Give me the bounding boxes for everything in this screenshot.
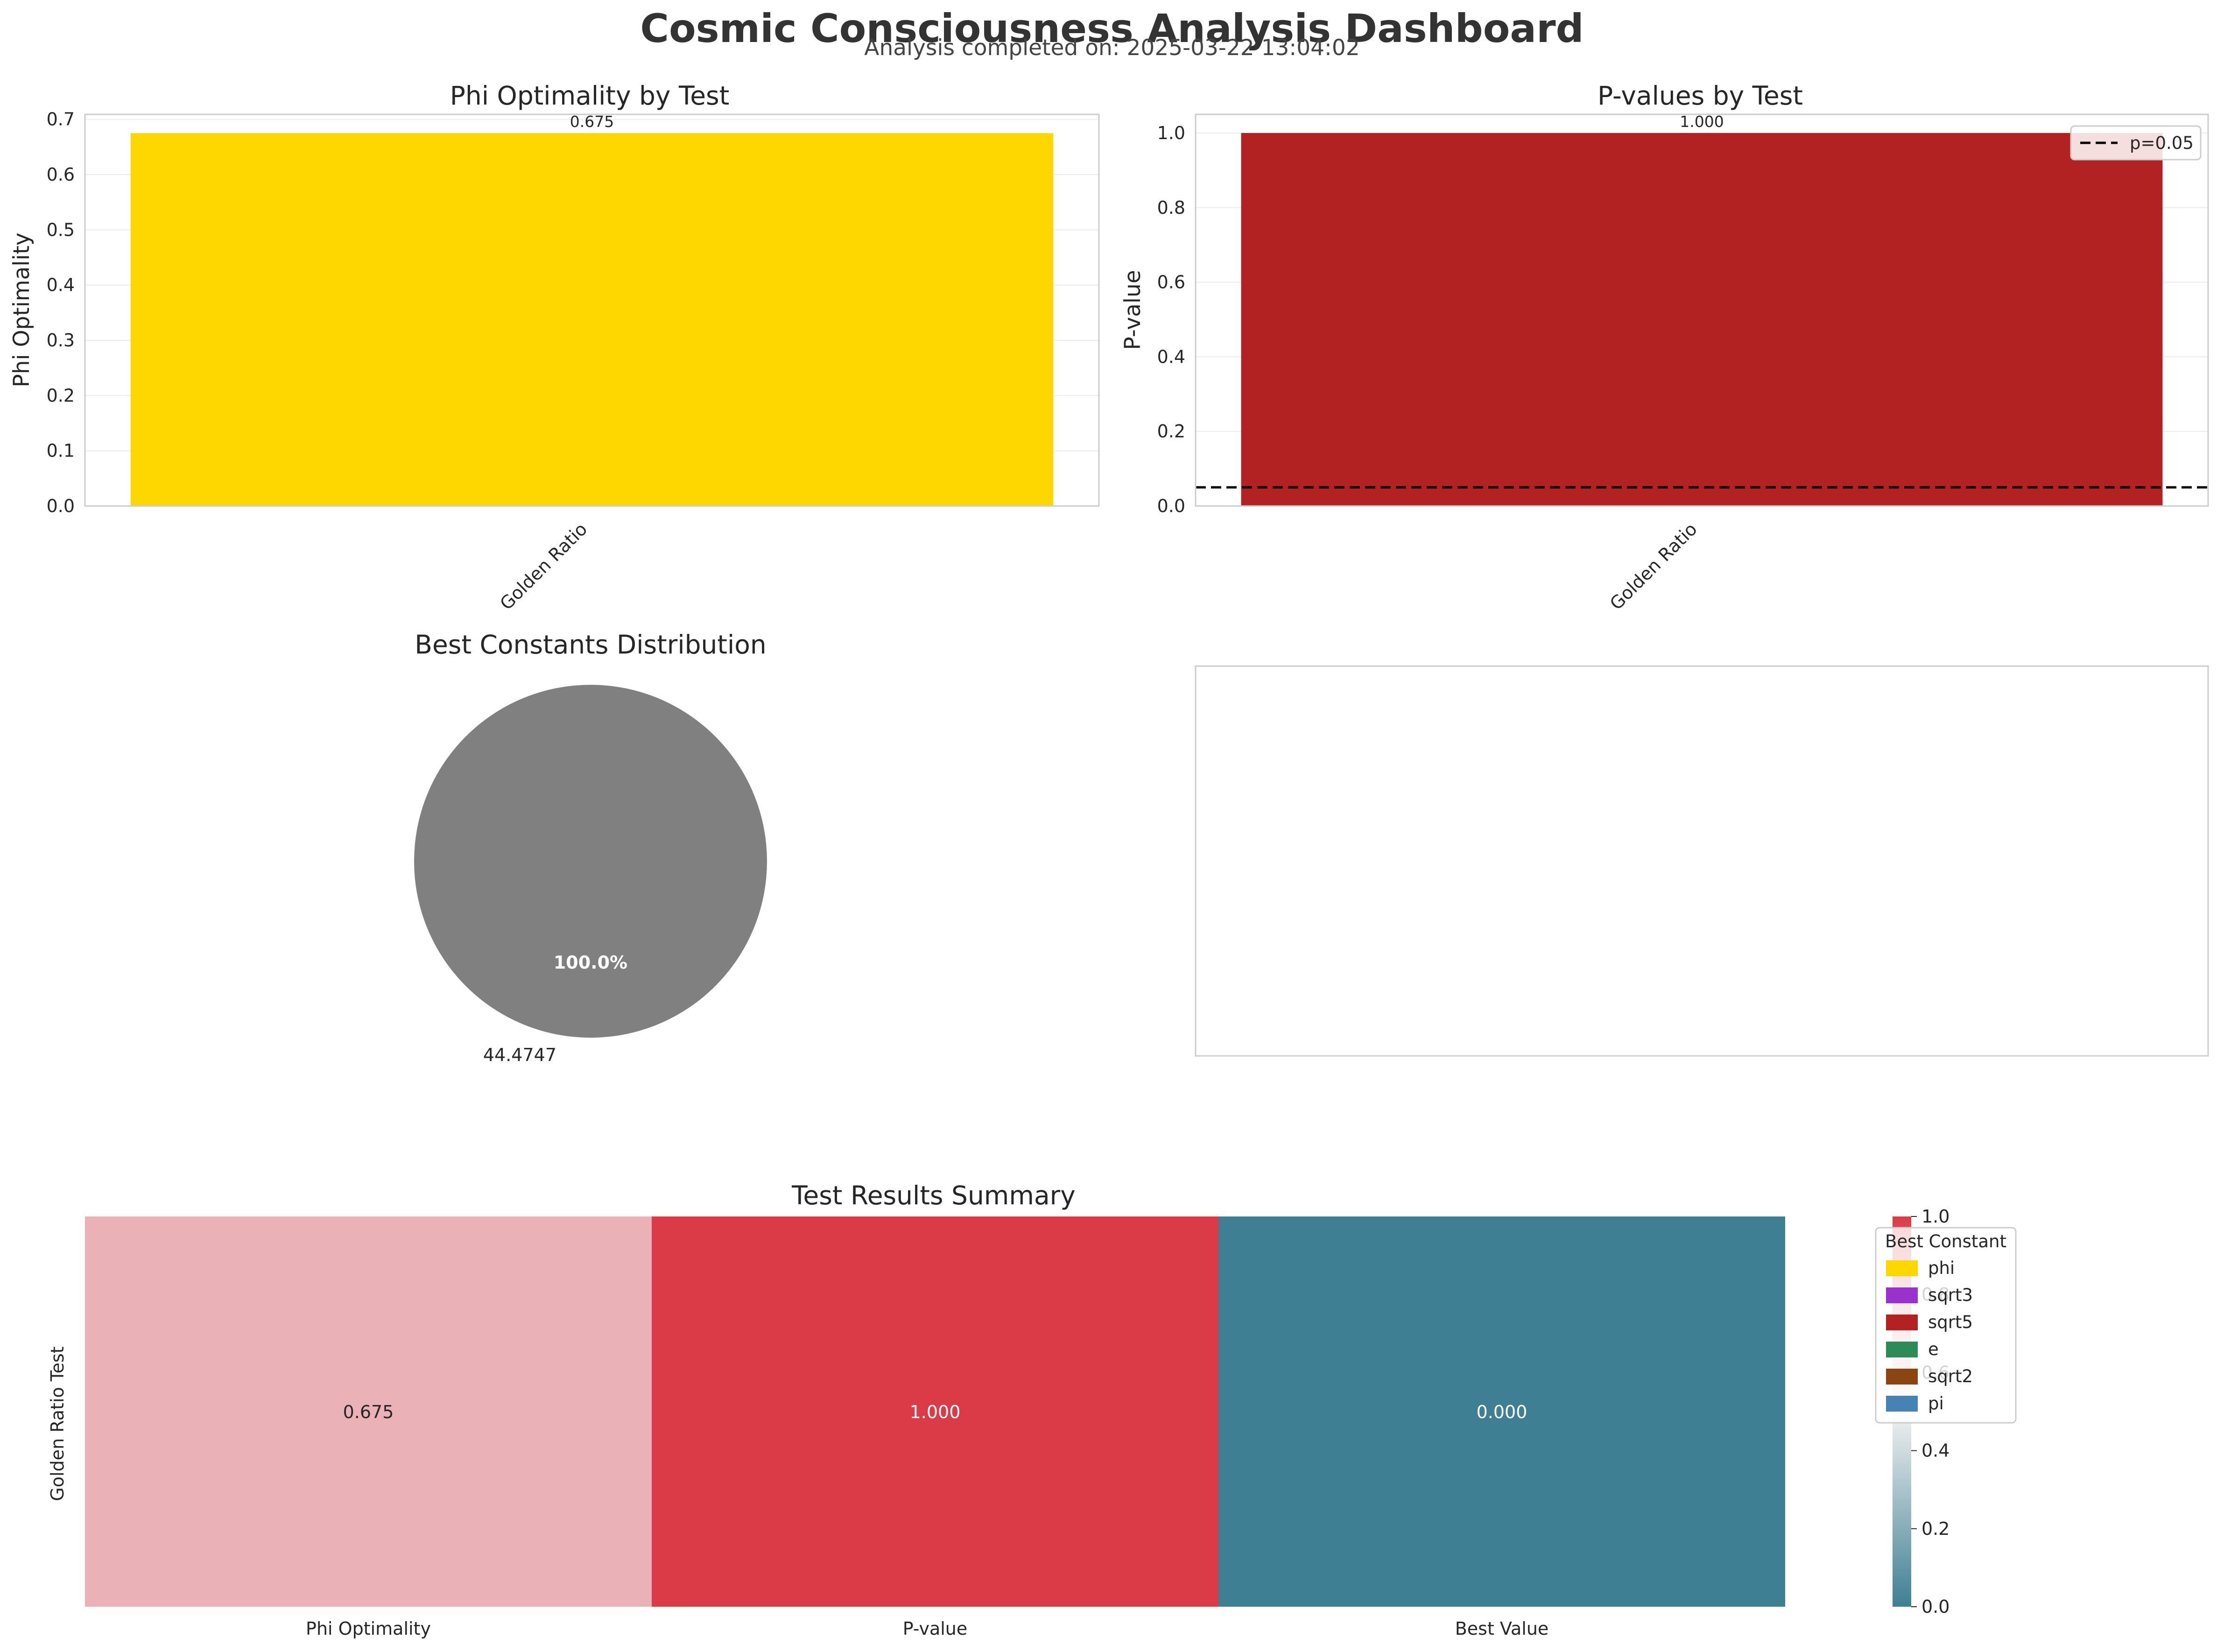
legend-entry-label: sqrt2 [1928, 1366, 1973, 1386]
phi-x-tick-label: Golden Ratio [496, 519, 591, 614]
pvalues-bar [1241, 133, 2163, 506]
best-constants-chart: Best Constants Distribution 100.0% 44.474… [414, 630, 767, 1065]
phi-y-tick-label: 0.4 [47, 275, 75, 295]
phi-y-axis-label: Phi Optimality [9, 232, 35, 387]
phi-y-tick-label: 0.7 [47, 109, 75, 130]
pvalues-y-tick-label: 0.4 [1157, 346, 1185, 367]
phi-y-tick-label: 0.0 [47, 496, 75, 516]
heatmap-column-label: Phi Optimality [306, 1618, 431, 1639]
pvalues-y-tick-label: 0.2 [1157, 421, 1185, 442]
legend-entry-label: e [1928, 1339, 1939, 1359]
phi-y-tick-label: 0.2 [47, 385, 75, 406]
colorbar-tick-label: 0.0 [1921, 1596, 1950, 1617]
phi-y-tick-label: 0.6 [47, 164, 75, 185]
pie-slice [414, 685, 767, 1038]
phi-x-ticks: Golden Ratio [496, 519, 591, 614]
phi-y-tick-label: 0.5 [47, 219, 75, 240]
phi-y-tick-label: 0.1 [47, 441, 75, 461]
legend-entry-label: sqrt3 [1928, 1285, 1973, 1305]
phi-y-tick-label: 0.3 [47, 330, 75, 351]
pie-slices: 100.0% 44.4747 [414, 685, 767, 1065]
colorbar-tick-label: 0.4 [1921, 1441, 1950, 1461]
heatmap-cell-label: 0.675 [343, 1402, 394, 1422]
colorbar-tick-label: 1.0 [1921, 1206, 1950, 1227]
legend-swatch [1886, 1260, 1918, 1276]
empty-plot-frame [1195, 665, 2209, 1057]
legend-entry-label: phi [1928, 1258, 1955, 1278]
pvalues-y-tick-label: 0.0 [1157, 496, 1185, 516]
pvalues-x-ticks: Golden Ratio [1606, 519, 1701, 614]
page-title: Cosmic Consciousness Analysis Dashboard [640, 6, 1584, 51]
legend-swatch [1886, 1342, 1918, 1357]
heatmap-column-label: Best Value [1455, 1618, 1549, 1639]
phi-bar [130, 133, 1054, 506]
heatmap-cells: 0.675 1.000 0.000 [85, 1216, 1785, 1607]
pie-percent-label: 100.0% [554, 952, 627, 973]
pvalues-plot-frame [1195, 113, 2209, 507]
pvalues-y-axis-label: P-value [1120, 270, 1146, 350]
pvalues-legend: p=0.05 [2070, 125, 2202, 161]
p-values-chart: P-values by Test 1.000 0.0 0.2 0.4 0.6 0.8 1.… [1120, 81, 2209, 614]
colorbar-tick-label: 0.2 [1921, 1518, 1950, 1539]
best-constant-legend-title: Best Constant [1885, 1231, 2006, 1251]
pvalues-legend-label: p=0.05 [2130, 133, 2194, 153]
legend-entry-label: sqrt5 [1928, 1312, 1973, 1332]
pvalues-legend-box [2070, 125, 2202, 161]
page-subtitle: Analysis completed on: 2025-03-22 13:04:… [864, 35, 1359, 61]
test-results-heatmap: Test Results Summary 0.675 1.000 0.000 Phi… [47, 1181, 2017, 1639]
phi-bar-value-label: 0.675 [570, 112, 614, 131]
pvalues-chart-title: P-values by Test [1598, 81, 1803, 111]
phi-y-ticks: 0.0 0.1 0.2 0.3 0.4 0.5 0.6 0.7 [47, 109, 75, 516]
phi-plot-frame [84, 113, 1100, 507]
pvalues-bar-value-label: 1.000 [1680, 112, 1724, 131]
phi-bars: 0.675 [130, 112, 1054, 506]
legend-swatch [1886, 1369, 1918, 1385]
heatmap-cell [1218, 1216, 1785, 1607]
pie-chart-title: Best Constants Distribution [415, 630, 767, 660]
phi-chart-title: Phi Optimality by Test [450, 81, 730, 111]
pvalues-y-tick-label: 1.0 [1157, 123, 1185, 143]
phi-optimality-chart: Phi Optimality by Test 0.675 0.00.10.20.… [9, 81, 1100, 614]
heatmap-cell-label: 0.000 [1477, 1402, 1527, 1422]
heatmap-column-label: P-value [903, 1618, 968, 1639]
heatmap-cell-label: 1.000 [910, 1402, 961, 1422]
pvalues-x-tick-label: Golden Ratio [1606, 519, 1701, 614]
pvalues-bars: 1.000 [1241, 112, 2163, 506]
pvalues-y-tick-label: 0.8 [1157, 197, 1185, 218]
heatmap-row-label: Golden Ratio Test [47, 1346, 68, 1501]
pie-slice-label: 44.4747 [483, 1045, 556, 1065]
best-constant-legend: Best Constant phi sqrt3 sqrt5 e sqrt2 pi [1875, 1227, 2017, 1424]
pvalues-y-ticks: 0.0 0.2 0.4 0.6 0.8 1.0 [1157, 123, 1185, 516]
legend-swatch [1886, 1315, 1918, 1330]
legend-swatch [1886, 1396, 1918, 1412]
pvalues-y-tick-label: 0.6 [1157, 272, 1185, 293]
heatmap-cell [652, 1216, 1218, 1607]
heatmap-cell [85, 1216, 652, 1607]
heatmap-column-labels: Phi Optimality P-value Best Value [306, 1618, 1548, 1639]
legend-swatch [1886, 1287, 1918, 1303]
heatmap-title: Test Results Summary [791, 1181, 1076, 1210]
legend-entry-label: pi [1928, 1393, 1944, 1413]
